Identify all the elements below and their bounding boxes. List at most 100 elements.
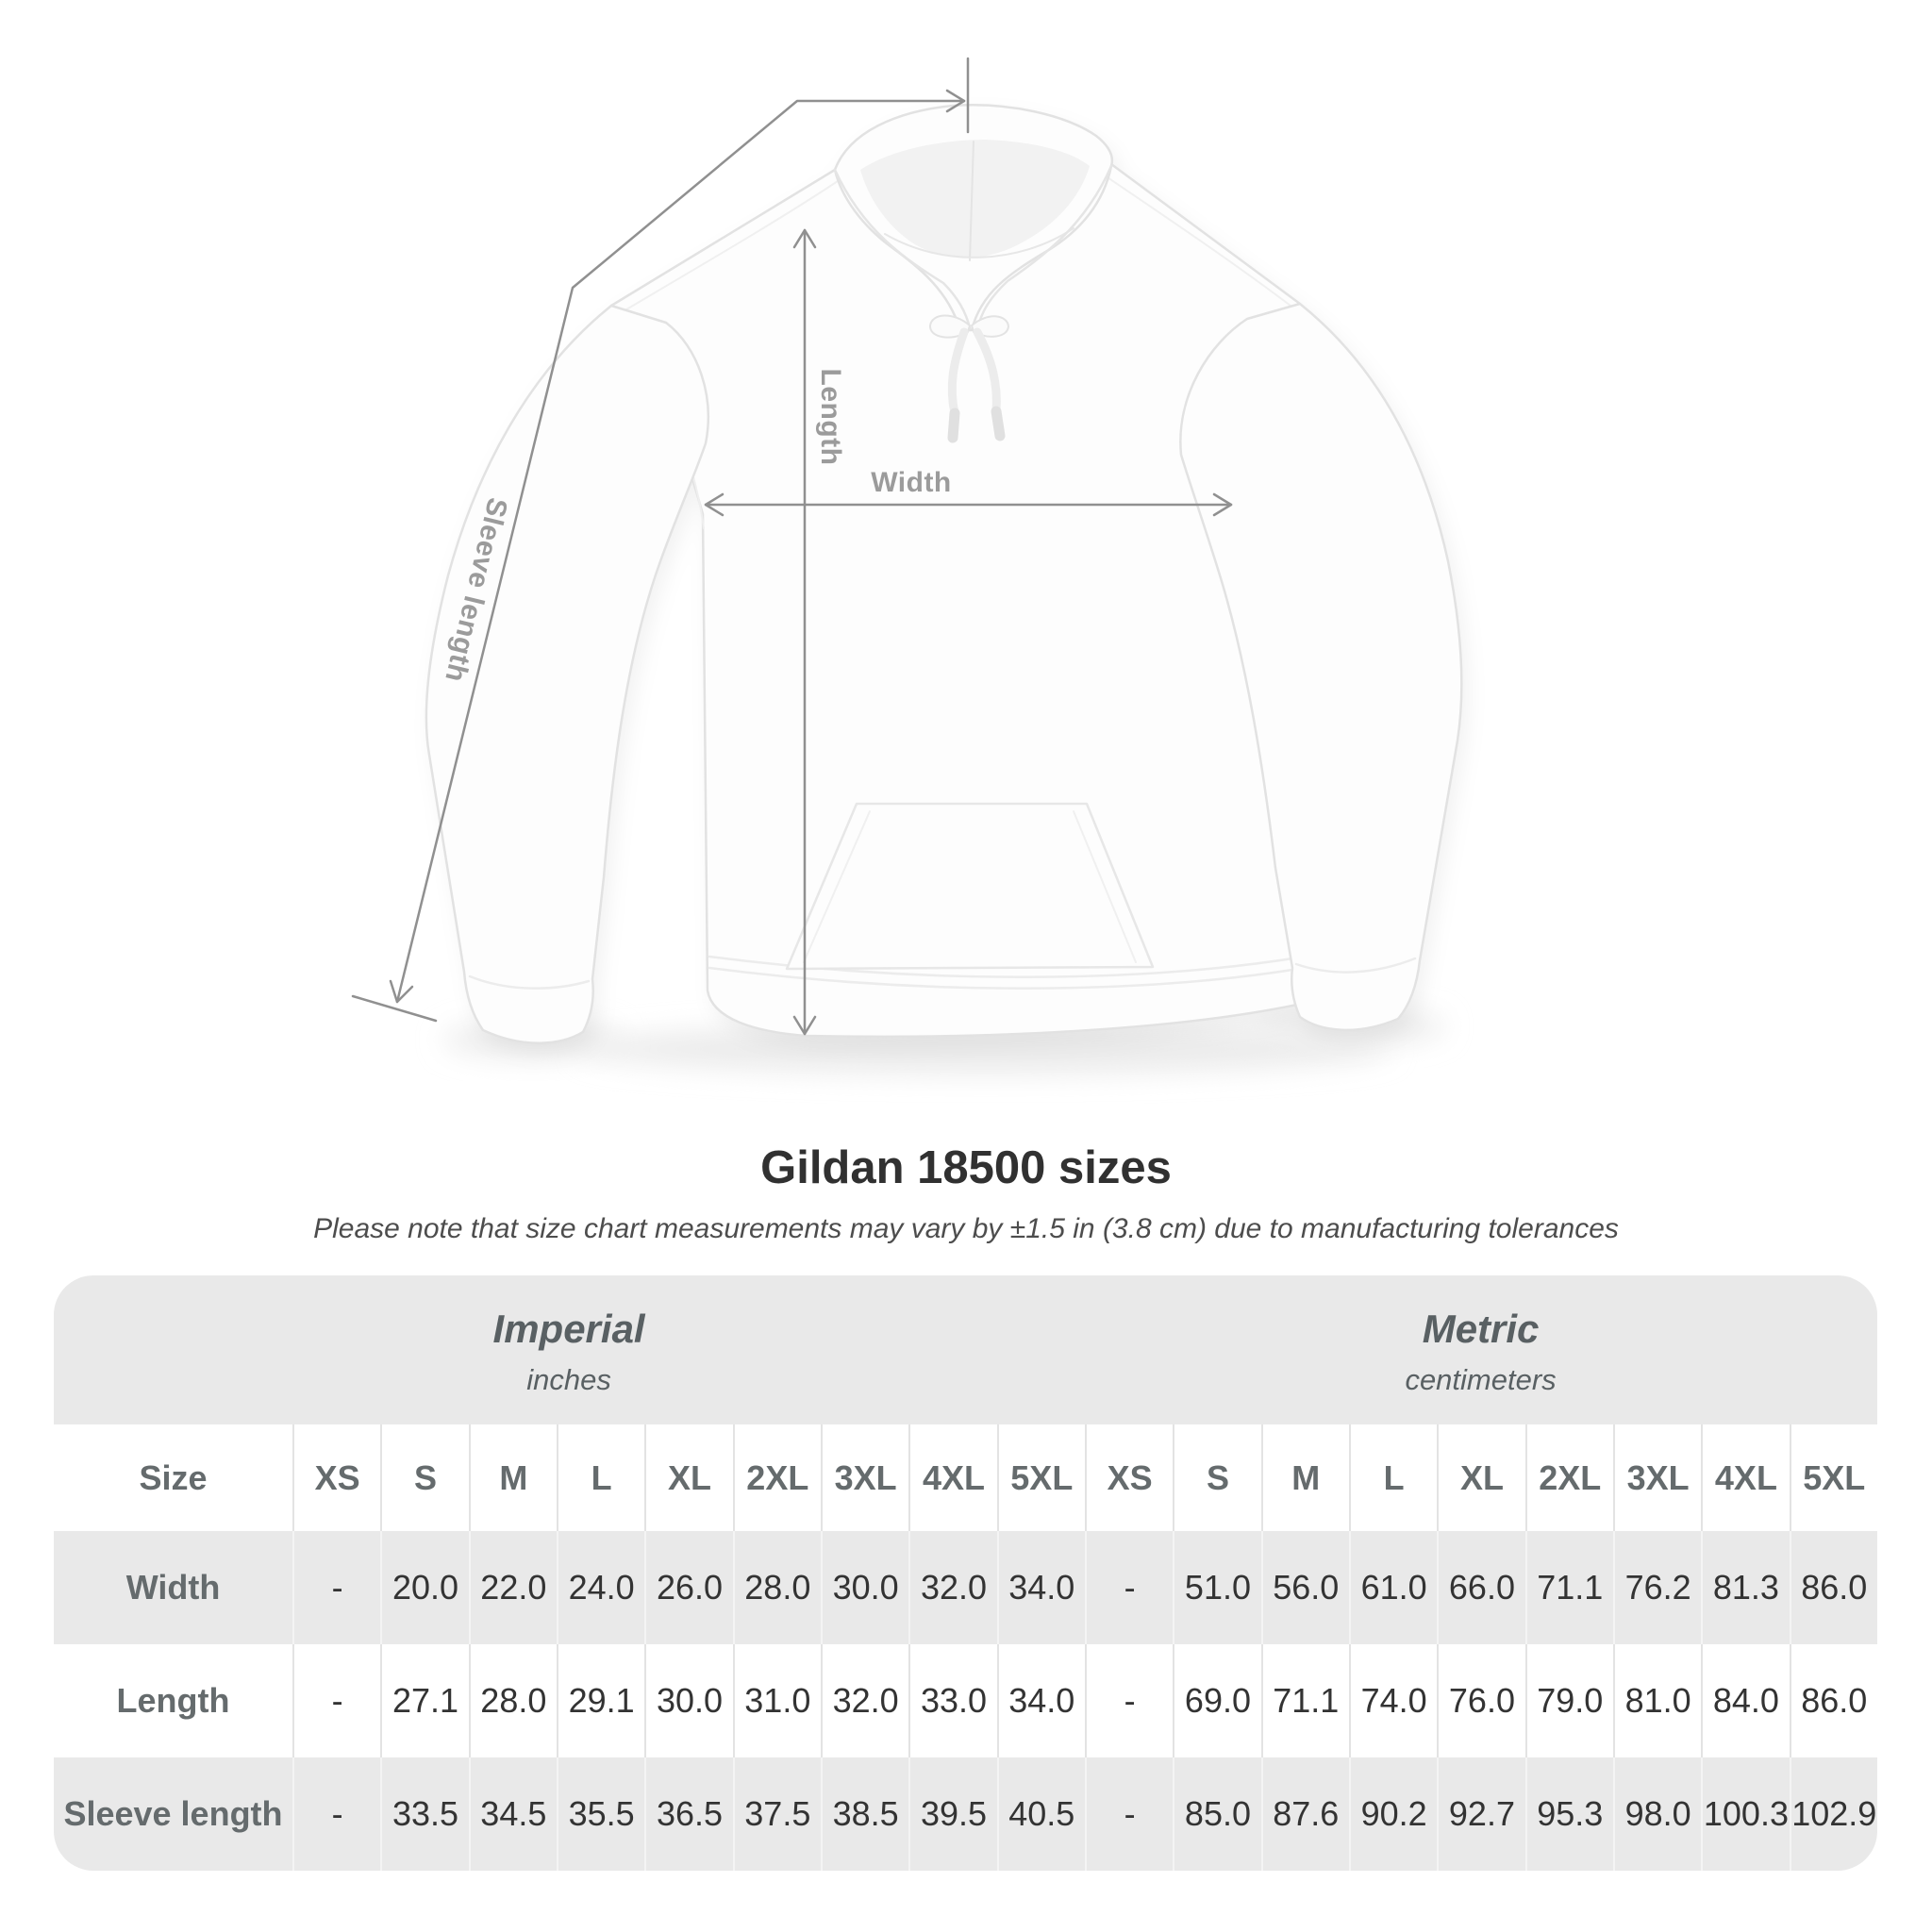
value-cell-imperial: 31.0 [732,1644,821,1757]
row-label-cell: Sleeve length [63,1794,283,1833]
measurement-row-width: Width -20.0 22.0 24.0 26.0 28.0 30.0 32.0 34.0-5… [54,1531,1877,1644]
size-header-metric-5xl: 5XL [1789,1424,1877,1531]
value-cell-metric: 86.0 [1789,1644,1877,1757]
imperial-unit: inches [526,1363,611,1396]
width-label: Width [871,467,952,498]
size-header-metric-s: S [1173,1424,1260,1531]
value-cell-imperial: 39.5 [908,1757,996,1871]
value-cell-imperial: 35.5 [557,1757,644,1871]
page-title: Gildan 18500 sizes [760,1142,1172,1193]
size-table-rows: Width -20.0 22.0 24.0 26.0 28.0 30.0 32.0 34.0-5… [54,1531,1877,1871]
value-cell-metric: 66.0 [1437,1531,1524,1644]
value-cell-metric: 87.6 [1260,1757,1349,1871]
hem-stitch-line [708,958,1347,990]
hoodie-measurement-diagram: Length Width Sleeve length [351,57,1463,1074]
value-cell-imperial: 30.0 [644,1644,732,1757]
shoulder-seam [625,180,839,310]
value-cell-metric: 95.3 [1524,1757,1613,1871]
hood-interior [860,140,1090,258]
arrowhead-right [1212,492,1233,517]
value-cell-metric: - [1084,1644,1173,1757]
value-cell-metric: 85.0 [1173,1757,1260,1871]
value-cell-metric: 90.2 [1348,1757,1437,1871]
hood-front-edge [975,164,1113,332]
value-cell-imperial: - [292,1531,380,1644]
arrowhead-up [792,228,817,249]
size-header-metric-xs: XS [1084,1424,1173,1531]
value-cell-imperial: 26.0 [644,1531,732,1644]
drawstrings [928,314,1009,443]
hood-center-seam [969,141,974,261]
metric-heading: Metric [1422,1307,1540,1351]
value-cell-metric: 69.0 [1173,1644,1260,1757]
value-cell-imperial: 28.0 [468,1644,557,1757]
hood-front-edge [833,168,972,330]
imperial-unit-group: Imperial inches [54,1275,1084,1424]
size-header-row: Size XS S M L XL 2XL 3XL 4XL 5XL XS S M L XL 2XL 3XL 4XL 5… [54,1424,1877,1531]
value-cell-imperial: 27.1 [380,1644,468,1757]
measurement-row-length: Length -27.1 28.0 29.1 30.0 31.0 32.0 33.0 34.0-… [54,1644,1877,1757]
hoodie-illustration [425,104,1463,1044]
end-tick [351,994,438,1023]
value-cell-imperial: 29.1 [557,1644,644,1757]
unit-header-row: Imperial inches Metric centimeters [54,1275,1877,1424]
shoulder-seam [1107,176,1291,307]
value-cell-metric: 76.2 [1612,1531,1701,1644]
value-cell-imperial: 33.0 [908,1644,996,1757]
size-header-metric-4xl: 4XL [1701,1424,1789,1531]
length-line [792,228,817,1036]
value-cell-metric: 81.0 [1612,1644,1701,1757]
arrowhead-down [792,1015,817,1036]
value-cell-imperial: - [292,1757,380,1871]
size-header-imperial-2xl: 2XL [732,1424,821,1531]
kangaroo-pocket [785,802,1155,971]
arrowhead-left [704,492,724,517]
left-sleeve [425,304,709,1044]
value-cell-metric: 56.0 [1260,1531,1349,1644]
size-header-metric-m: M [1260,1424,1349,1531]
size-column-header: Size [139,1457,208,1497]
value-cell-imperial: 20.0 [380,1531,468,1644]
size-header-metric-l: L [1348,1424,1437,1531]
measurement-annotations [351,57,1233,1036]
size-header-imperial-5xl: 5XL [996,1424,1085,1531]
diagram-canvas: Length Width Sleeve length [351,57,1463,1074]
value-cell-metric: 81.3 [1701,1531,1789,1644]
value-cell-metric: 71.1 [1260,1644,1349,1757]
metric-unit-group: Metric centimeters [1084,1275,1877,1424]
size-header-imperial-4xl: 4XL [908,1424,996,1531]
value-cell-metric: - [1084,1757,1173,1871]
length-label: Length [815,369,846,466]
left-cuff-seam [468,974,591,990]
value-cell-imperial: 34.5 [468,1757,557,1871]
value-cell-metric: 74.0 [1348,1644,1437,1757]
value-cell-imperial: 33.5 [380,1757,468,1871]
tolerance-note: Please note that size chart measurements… [313,1213,1619,1244]
value-cell-imperial: - [292,1644,380,1757]
value-cell-imperial: 22.0 [468,1531,557,1644]
row-label-cell: Width [125,1568,221,1607]
value-cell-metric: 84.0 [1701,1644,1789,1757]
hood-back-seam [884,227,1074,258]
value-cell-imperial: 28.0 [732,1531,821,1644]
value-cell-imperial: 32.0 [908,1531,996,1644]
value-cell-metric: 86.0 [1789,1531,1877,1644]
value-cell-metric: 71.1 [1524,1531,1613,1644]
size-header-imperial-3xl: 3XL [820,1424,908,1531]
pocket-stitch [1073,810,1137,963]
value-cell-imperial: 40.5 [996,1757,1085,1871]
value-cell-imperial: 37.5 [732,1757,821,1871]
size-header-imperial-l: L [557,1424,644,1531]
width-line [704,492,1233,517]
measurement-row-sleeve-length: Sleeve length -33.5 34.5 35.5 36.5 37.5 38.5 39… [54,1757,1877,1871]
value-cell-imperial: 34.0 [996,1531,1085,1644]
right-cuff-seam [1294,957,1417,974]
metric-unit: centimeters [1405,1363,1557,1396]
size-header-imperial-xs: XS [292,1424,380,1531]
value-cell-imperial: 32.0 [820,1644,908,1757]
value-cell-imperial: 38.5 [820,1757,908,1871]
value-cell-metric: 102.9 [1789,1757,1877,1871]
value-cell-metric: 92.7 [1437,1757,1524,1871]
value-cell-imperial: 36.5 [644,1757,732,1871]
